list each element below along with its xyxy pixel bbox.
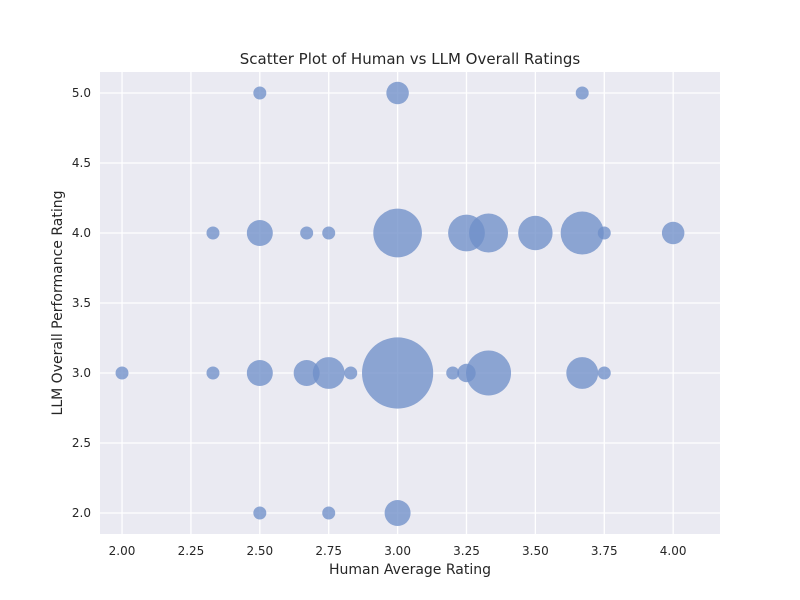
data-points	[115, 81, 685, 526]
x-tick-label: 3.25	[453, 544, 480, 558]
data-point	[566, 357, 599, 389]
y-tick-label: 2.0	[72, 506, 91, 520]
data-point	[560, 211, 604, 255]
data-point	[469, 213, 509, 253]
data-point	[446, 366, 460, 380]
x-tick-labels: 2.00 2.25 2.50 2.75 3.00 3.25 3.50 3.75 4.00	[109, 544, 687, 558]
y-tick-label: 4.5	[72, 156, 91, 170]
y-tick-label: 3.5	[72, 296, 91, 310]
data-point	[466, 350, 512, 396]
data-point	[246, 360, 273, 386]
x-tick-label: 4.00	[660, 544, 687, 558]
data-point	[597, 226, 611, 240]
data-point	[373, 208, 422, 258]
x-tick-label: 2.50	[246, 544, 273, 558]
y-tick-label: 5.0	[72, 86, 91, 100]
y-axis-label: LLM Overall Performance Rating	[50, 191, 66, 416]
x-tick-label: 3.75	[591, 544, 618, 558]
data-point	[293, 360, 320, 386]
data-point	[384, 500, 411, 526]
data-point	[661, 221, 685, 245]
chart-title: Scatter Plot of Human vs LLM Overall Rat…	[240, 50, 581, 68]
x-tick-label: 2.25	[178, 544, 205, 558]
x-tick-label: 3.50	[522, 544, 549, 558]
x-tick-label: 2.75	[315, 544, 342, 558]
data-point	[206, 366, 220, 380]
data-point	[597, 366, 611, 380]
y-tick-label: 2.5	[72, 436, 91, 450]
data-point	[362, 337, 434, 409]
x-tick-label: 2.00	[109, 544, 136, 558]
y-tick-labels: 2.0 2.5 3.0 3.5 4.0 4.5 5.0	[72, 86, 91, 520]
data-point	[322, 226, 336, 240]
data-point	[312, 357, 345, 389]
y-tick-label: 3.0	[72, 366, 91, 380]
data-point	[246, 220, 273, 246]
x-tick-label: 3.00	[384, 544, 411, 558]
data-point	[253, 86, 267, 100]
data-point	[206, 226, 220, 240]
data-point	[322, 506, 336, 520]
data-point	[300, 226, 314, 240]
x-axis-label: Human Average Rating	[329, 562, 491, 578]
data-point	[386, 81, 409, 105]
y-tick-label: 4.0	[72, 226, 91, 240]
data-point	[115, 366, 129, 380]
data-point	[518, 215, 553, 251]
data-point	[253, 506, 267, 520]
data-point	[575, 86, 589, 100]
data-point	[344, 366, 358, 380]
